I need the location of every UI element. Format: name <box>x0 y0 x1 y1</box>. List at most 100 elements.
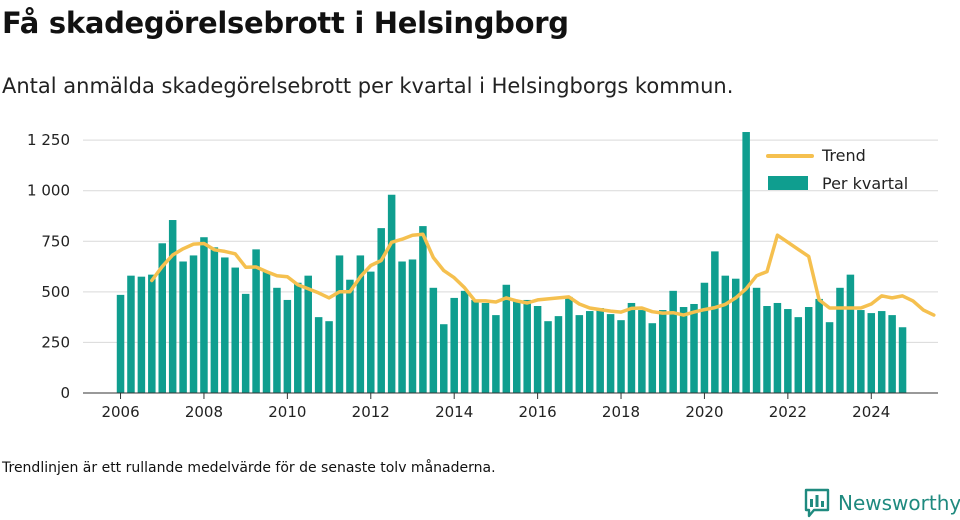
bar <box>450 297 458 393</box>
x-tick-label: 2012 <box>352 403 390 421</box>
bar <box>690 303 698 393</box>
x-tick-label: 2022 <box>769 403 807 421</box>
bar <box>888 315 896 393</box>
bar <box>773 302 782 393</box>
bar <box>700 282 709 393</box>
bar <box>221 257 229 393</box>
bar <box>575 315 584 393</box>
bar <box>408 259 417 393</box>
bar <box>179 261 187 393</box>
bar <box>294 282 302 393</box>
trend-line <box>150 232 936 317</box>
bar <box>825 322 834 393</box>
y-tick-label: 750 <box>41 232 70 250</box>
bar <box>857 310 865 393</box>
bar <box>335 255 344 393</box>
bar <box>314 317 323 393</box>
bar <box>137 276 146 393</box>
y-tick-label: 1 000 <box>27 182 70 200</box>
bar <box>116 294 125 393</box>
y-tick-label: 500 <box>41 283 70 301</box>
bar <box>356 255 365 393</box>
bar <box>877 311 886 393</box>
bar <box>742 132 750 393</box>
bar <box>658 310 667 393</box>
newsworthy-icon <box>804 488 830 518</box>
bar <box>638 310 646 393</box>
y-axis-labels: 0 250 500 750 1 000 1 250 <box>27 131 70 402</box>
bars <box>116 132 907 393</box>
chart-subtitle: Antal anmälda skadegörelsebrott per kvar… <box>2 74 734 98</box>
bar <box>585 311 594 393</box>
legend-bar-label: Per kvartal <box>822 174 908 193</box>
bar <box>784 309 792 393</box>
x-tick-label: 2006 <box>101 403 139 421</box>
bar <box>836 287 844 393</box>
x-tick-label: 2024 <box>852 403 890 421</box>
bar <box>523 299 531 393</box>
bar <box>377 228 385 393</box>
bar <box>606 314 615 393</box>
bar <box>460 290 469 393</box>
bar <box>846 274 855 393</box>
bar <box>867 313 876 393</box>
trend-line-group <box>150 232 936 317</box>
bar <box>231 267 239 393</box>
x-tick-label: 2008 <box>185 403 223 421</box>
footnote: Trendlinjen är ett rullande medelvärde f… <box>2 460 496 476</box>
bar <box>241 293 250 393</box>
bar <box>502 284 511 393</box>
bar <box>898 327 907 393</box>
bar <box>794 317 803 393</box>
bar <box>533 306 542 393</box>
x-tick-label: 2020 <box>685 403 723 421</box>
bar <box>346 279 354 393</box>
bar <box>481 302 490 393</box>
bar <box>148 274 156 393</box>
bar <box>711 251 719 393</box>
bar <box>158 243 166 393</box>
bar <box>304 275 312 393</box>
bar <box>554 316 563 393</box>
x-axis-ticks: 2006 2008 2010 2012 2014 2016 2018 2020 2022 2024 <box>101 393 890 421</box>
bar <box>752 287 761 393</box>
bar <box>168 220 177 393</box>
y-tick-label: 250 <box>41 333 70 351</box>
bar <box>398 261 406 393</box>
bar <box>763 306 771 393</box>
bar <box>596 308 604 393</box>
bar <box>648 323 657 393</box>
bar <box>429 287 438 393</box>
bar <box>273 287 281 393</box>
bar <box>679 307 688 393</box>
y-tick-label: 1 250 <box>27 131 70 149</box>
bar <box>252 249 260 393</box>
legend-trend-label: Trend <box>821 146 866 165</box>
bar <box>669 290 677 393</box>
bar <box>189 255 198 393</box>
bar <box>492 315 500 393</box>
bar <box>283 299 292 393</box>
bar <box>200 237 208 393</box>
x-tick-label: 2010 <box>268 403 306 421</box>
chart-area: 0 250 500 750 1 000 1 250 2006 2008 2010 2012 201… <box>27 131 938 421</box>
bar <box>210 247 219 393</box>
bar <box>471 299 479 393</box>
bar <box>513 300 521 393</box>
brand-logo: Newsworthy <box>804 486 960 520</box>
bar <box>419 226 427 393</box>
bar <box>565 296 573 393</box>
bar <box>627 302 636 393</box>
bar <box>804 307 813 393</box>
legend-bar-swatch <box>768 176 808 190</box>
y-tick-label: 0 <box>60 384 70 402</box>
bar <box>617 320 625 393</box>
bar <box>815 298 823 393</box>
x-tick-label: 2016 <box>519 403 557 421</box>
bar <box>721 275 730 393</box>
brand-name: Newsworthy <box>838 491 960 515</box>
x-tick-label: 2018 <box>602 403 640 421</box>
bar <box>367 271 375 393</box>
bar <box>440 324 448 393</box>
bar <box>325 321 333 393</box>
